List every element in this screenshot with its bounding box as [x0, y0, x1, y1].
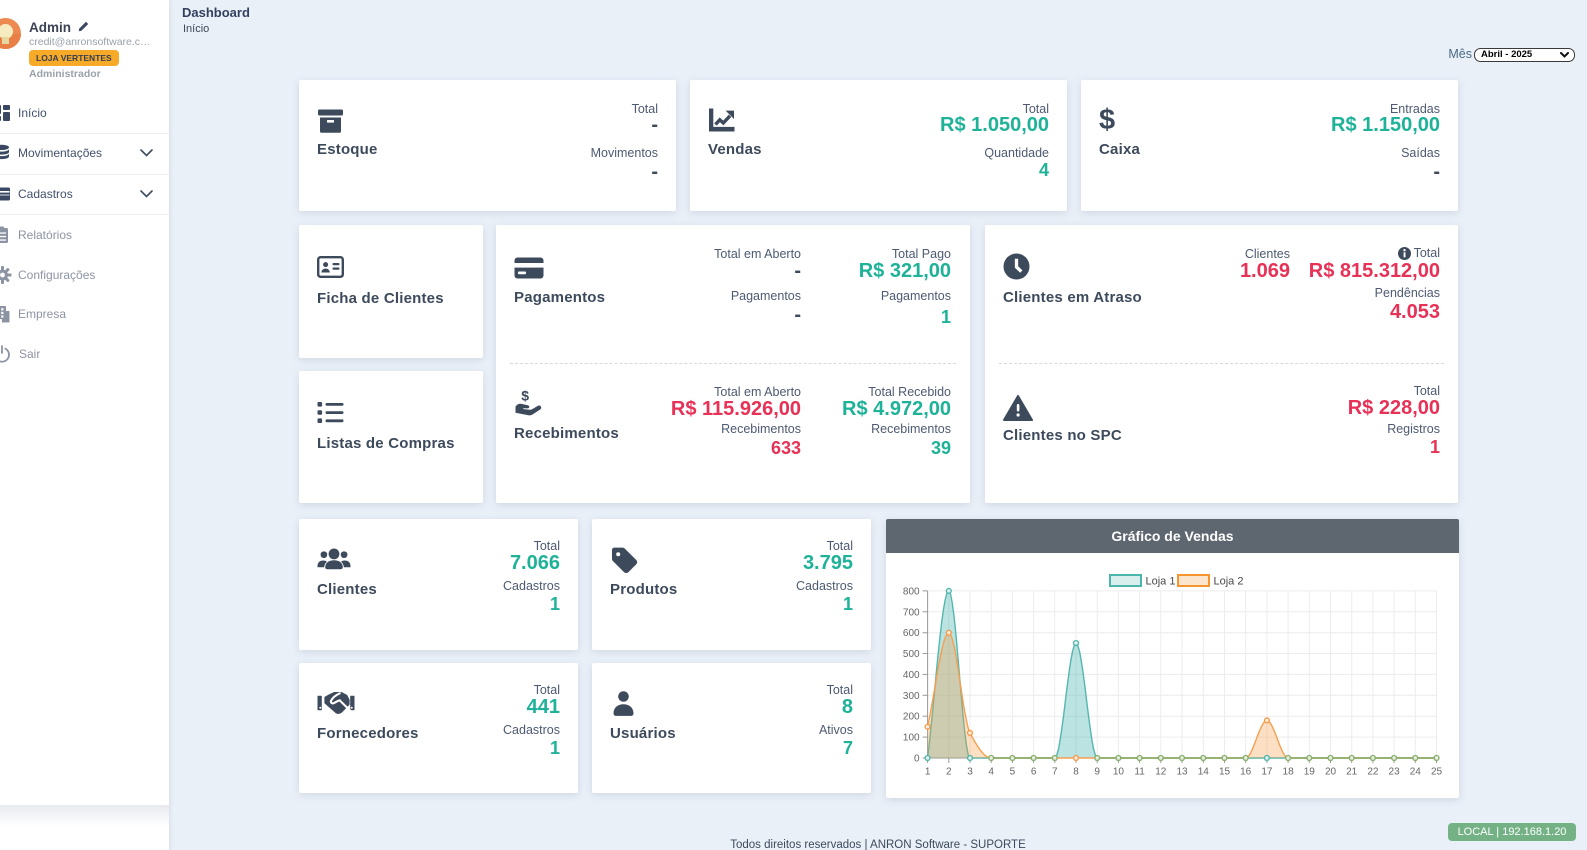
svg-text:1: 1 — [925, 767, 931, 778]
svg-text:12: 12 — [1155, 767, 1167, 778]
svg-text:200: 200 — [903, 712, 920, 723]
svg-text:17: 17 — [1261, 767, 1273, 778]
svg-text:16: 16 — [1240, 767, 1252, 778]
svg-text:19: 19 — [1304, 767, 1316, 778]
svg-text:14: 14 — [1198, 767, 1210, 778]
svg-text:800: 800 — [903, 586, 920, 597]
svg-text:24: 24 — [1410, 767, 1422, 778]
svg-text:Loja 2: Loja 2 — [1214, 576, 1244, 588]
svg-text:4: 4 — [988, 767, 994, 778]
svg-text:3: 3 — [967, 767, 973, 778]
svg-text:15: 15 — [1219, 767, 1231, 778]
svg-text:500: 500 — [903, 649, 920, 660]
svg-text:600: 600 — [903, 628, 920, 639]
svg-text:13: 13 — [1176, 767, 1188, 778]
svg-text:7: 7 — [1052, 767, 1058, 778]
svg-text:Loja 1: Loja 1 — [1146, 576, 1176, 588]
svg-text:11: 11 — [1134, 767, 1145, 778]
svg-text:400: 400 — [903, 670, 920, 681]
svg-text:$: $ — [521, 389, 529, 404]
svg-text:6: 6 — [1031, 767, 1037, 778]
svg-text:21: 21 — [1346, 767, 1358, 778]
svg-text:22: 22 — [1367, 767, 1379, 778]
svg-text:18: 18 — [1283, 767, 1295, 778]
svg-text:25: 25 — [1431, 767, 1443, 778]
svg-text:300: 300 — [903, 691, 920, 702]
svg-text:700: 700 — [903, 607, 920, 618]
svg-text:23: 23 — [1389, 767, 1401, 778]
svg-text:0: 0 — [914, 754, 920, 765]
svg-text:20: 20 — [1325, 767, 1337, 778]
svg-text:100: 100 — [903, 733, 920, 744]
svg-text:10: 10 — [1113, 767, 1125, 778]
svg-text:9: 9 — [1094, 767, 1100, 778]
svg-text:2: 2 — [946, 767, 952, 778]
svg-text:5: 5 — [1010, 767, 1016, 778]
svg-text:8: 8 — [1073, 767, 1079, 778]
